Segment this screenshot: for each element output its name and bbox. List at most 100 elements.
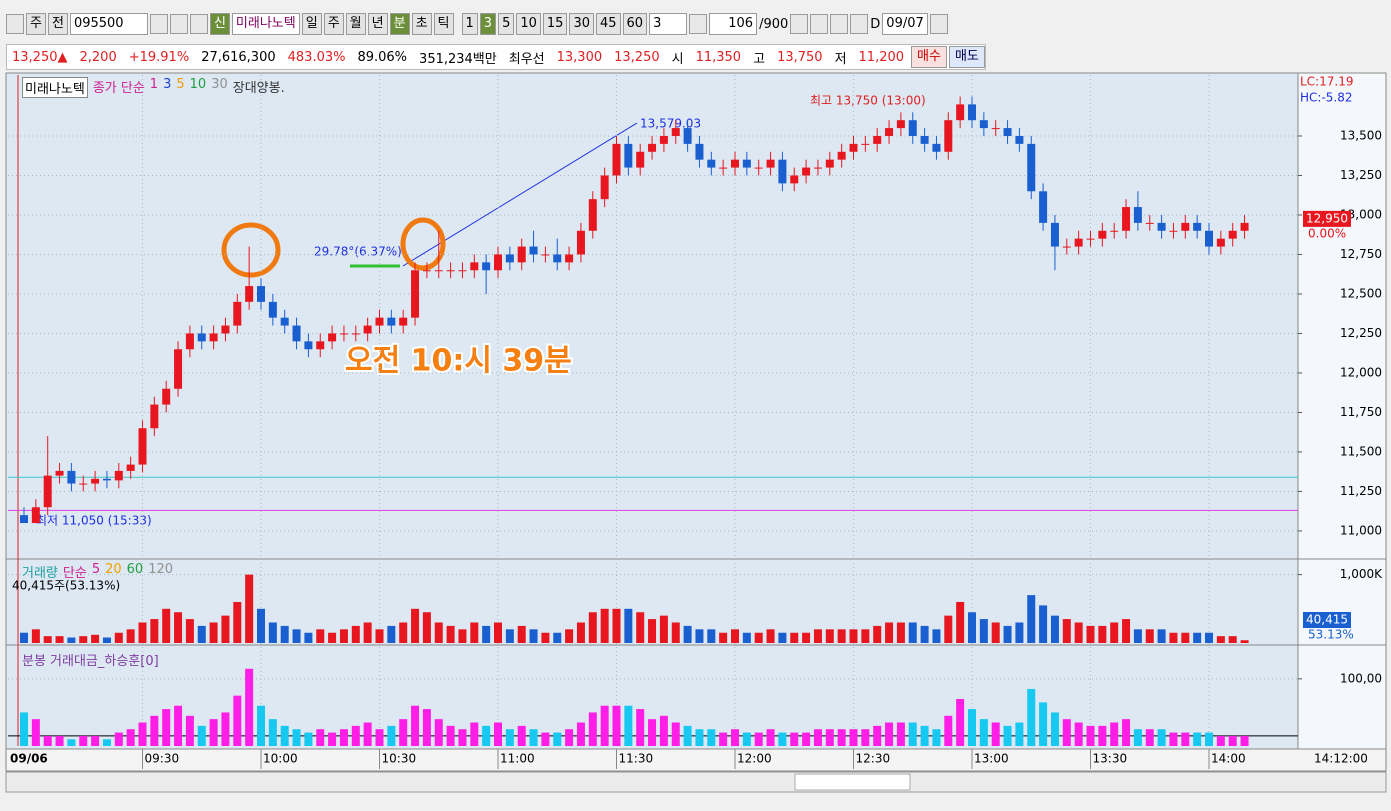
interval-button[interactable]: 30 <box>569 13 594 35</box>
icon[interactable] <box>149 14 168 34</box>
bar <box>1098 625 1107 643</box>
bar <box>541 732 550 746</box>
bar <box>754 732 763 746</box>
interval-button[interactable]: 60 <box>622 13 648 35</box>
bar <box>837 629 846 643</box>
icon[interactable] <box>810 14 829 34</box>
bar <box>790 732 799 746</box>
bar <box>55 636 64 643</box>
y-tick-label: 12,500 <box>1340 286 1382 300</box>
bar <box>956 699 965 746</box>
bar <box>766 629 775 643</box>
bar <box>517 725 526 746</box>
candle-body <box>505 254 514 263</box>
new-badge[interactable]: 신 <box>209 13 230 35</box>
period-button[interactable]: 틱 <box>433 13 454 35</box>
icon[interactable] <box>689 14 708 34</box>
d-label: D <box>870 16 881 32</box>
bar <box>375 729 384 746</box>
bar <box>1205 732 1213 746</box>
period-button[interactable]: 초 <box>411 13 432 35</box>
period-button[interactable]: 년 <box>367 13 388 35</box>
bar <box>1003 625 1012 643</box>
bar <box>434 622 443 643</box>
icon[interactable] <box>790 14 809 34</box>
bar <box>55 735 64 746</box>
bar <box>221 712 230 746</box>
candle-body <box>280 317 289 326</box>
interval-button[interactable]: 5 <box>498 13 515 35</box>
bar <box>1240 735 1249 746</box>
bar <box>517 625 526 643</box>
interval-button[interactable]: 45 <box>595 13 621 35</box>
bar <box>162 709 171 746</box>
scroll-bar[interactable] <box>5 771 1387 793</box>
bar <box>1086 725 1095 746</box>
icon[interactable] <box>929 14 948 34</box>
interval-button[interactable]: 3 <box>479 13 497 35</box>
interval-input[interactable]: 3 <box>649 13 688 35</box>
icon[interactable] <box>189 14 208 34</box>
bar <box>813 729 822 746</box>
bar <box>1181 732 1190 746</box>
candle-body <box>363 325 372 334</box>
bar <box>1074 722 1083 746</box>
bar <box>257 608 265 643</box>
bar <box>1027 688 1036 746</box>
bar <box>576 722 585 746</box>
code-input[interactable]: 095500 <box>69 13 148 35</box>
icon[interactable] <box>850 14 869 34</box>
scroll-thumb[interactable] <box>794 773 911 791</box>
interval-button[interactable]: 10 <box>516 13 541 35</box>
angle-label: 29.78°(6.37%) <box>314 245 402 259</box>
icon[interactable] <box>6 14 24 34</box>
icon[interactable] <box>830 14 849 34</box>
low-label: 저 <box>834 51 847 67</box>
candle-body <box>1003 128 1012 136</box>
x-tick-label: 13:00 <box>974 752 1009 766</box>
bar <box>245 668 254 746</box>
date[interactable]: 09/07 <box>882 13 928 35</box>
bar <box>79 636 88 643</box>
candle-body <box>861 143 870 145</box>
candle-body <box>1216 238 1225 247</box>
bar <box>126 729 135 746</box>
interval-button[interactable]: 1 <box>461 13 478 35</box>
y-tick-label: 100,00 <box>1340 671 1382 685</box>
bar <box>1050 615 1059 643</box>
stock-name[interactable]: 미래나노텍 <box>231 13 300 35</box>
prev[interactable]: 전 <box>47 13 68 35</box>
legend-ma-label: 종가 단순 <box>92 81 145 96</box>
candle-body <box>422 270 431 272</box>
time-axis-area <box>5 748 1387 772</box>
legend-period: 20 <box>105 562 122 577</box>
bar <box>150 715 159 746</box>
icon[interactable] <box>169 14 188 34</box>
count[interactable]: 106 <box>709 13 758 35</box>
last-pct: 0.00% <box>1308 226 1346 240</box>
sell-button[interactable]: 매도 <box>948 46 985 68</box>
bar <box>43 735 52 746</box>
bar <box>280 625 289 643</box>
period-button[interactable]: 분 <box>389 13 410 35</box>
bar <box>873 725 882 746</box>
bar <box>174 612 183 643</box>
period-button[interactable]: 일 <box>301 13 322 35</box>
candle-body <box>1205 230 1213 247</box>
candle-body <box>221 325 230 334</box>
candle-body <box>411 270 420 318</box>
candle-body <box>742 159 751 168</box>
bar <box>138 722 147 746</box>
candle-body <box>1086 238 1095 240</box>
bar <box>470 722 479 746</box>
bar <box>873 625 882 643</box>
value-legend: 분봉 거래대금_하승훈[0] <box>22 650 159 669</box>
bar <box>1145 729 1154 746</box>
period-button[interactable]: 월 <box>345 13 366 35</box>
market[interactable]: 주 <box>26 13 46 35</box>
bar <box>896 722 905 746</box>
interval-button[interactable]: 15 <box>542 13 568 35</box>
period-button[interactable]: 주 <box>323 13 344 35</box>
buy-button[interactable]: 매수 <box>911 46 947 68</box>
